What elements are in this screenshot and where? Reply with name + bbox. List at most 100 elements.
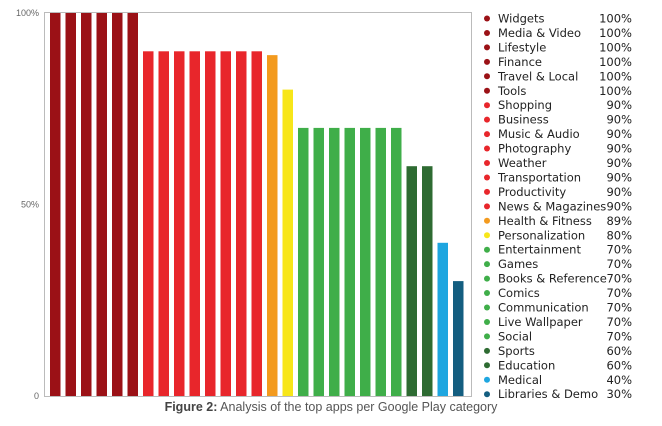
bar-21: [360, 127, 371, 397]
legend-label: News & Magazines: [498, 199, 606, 213]
legend-label: Finance: [498, 55, 542, 69]
legend-label: Sports: [498, 344, 535, 358]
legend-value: 90%: [606, 185, 632, 199]
legend-value: 90%: [606, 170, 632, 184]
legend-item: Live Wallpaper 70%: [484, 315, 632, 329]
legend-value: 90%: [606, 127, 632, 141]
legend-item: Education 60%: [484, 358, 632, 372]
legend-marker: [484, 203, 490, 210]
legend-value: 100%: [599, 26, 632, 40]
bar-20: [344, 127, 355, 397]
legend-marker: [484, 376, 490, 383]
legend-marker: [484, 275, 490, 282]
legend-item: News & Magazines 90%: [484, 199, 632, 213]
caption-text: Analysis of the top apps per Google Play…: [220, 400, 498, 414]
bar-2: [65, 13, 76, 396]
legend-marker: [484, 44, 490, 51]
legend-label: Widgets: [498, 12, 545, 26]
legend-marker: [484, 15, 490, 22]
bars: [50, 13, 464, 397]
legend-label: Communication: [498, 301, 589, 315]
bar-15: [267, 55, 278, 396]
y-tick-label: 0: [34, 391, 39, 401]
legend-item: Comics 70%: [484, 286, 632, 300]
bar-12: [220, 51, 231, 397]
legend-value: 100%: [599, 40, 632, 54]
legend-label: Personalization: [498, 228, 585, 242]
legend-label: Games: [498, 257, 538, 271]
legend-value: 70%: [606, 272, 632, 286]
legend-item: Business 90%: [484, 113, 632, 127]
legend-item: Photography 90%: [484, 142, 632, 156]
bar-10: [189, 51, 200, 397]
legend-item: Music & Audio 90%: [484, 127, 632, 141]
legend: Widgets 100% Media & Video 100% Lifestyle 100…: [484, 12, 632, 401]
legend-marker: [484, 188, 490, 195]
legend-value: 70%: [606, 315, 632, 329]
legend-marker: [484, 58, 490, 65]
legend-marker: [484, 261, 490, 268]
legend-label: Books & Reference: [498, 272, 607, 286]
legend-label: Transportation: [497, 170, 581, 184]
legend-value: 40%: [606, 373, 632, 387]
legend-item: Books & Reference 70%: [484, 272, 632, 286]
legend-value: 80%: [606, 228, 632, 242]
bar-3: [81, 13, 92, 396]
legend-item: Entertainment 70%: [484, 243, 632, 257]
legend-value: 30%: [606, 387, 632, 401]
bar-8: [158, 51, 169, 397]
bar-1: [50, 13, 61, 396]
legend-label: Travel & Local: [497, 69, 578, 83]
legend-label: Lifestyle: [498, 40, 546, 54]
legend-marker: [484, 29, 490, 36]
legend-marker: [484, 174, 490, 181]
bar-4: [96, 13, 107, 396]
legend-value: 70%: [606, 329, 632, 343]
legend-label: Business: [498, 113, 549, 127]
bar-9: [174, 51, 185, 397]
legend-label: Productivity: [498, 185, 566, 199]
legend-value: 60%: [606, 358, 632, 372]
legend-marker: [484, 347, 490, 354]
legend-label: Libraries & Demo: [498, 387, 598, 401]
legend-item: Transportation 90%: [484, 170, 632, 184]
legend-item: Communication 70%: [484, 301, 632, 315]
legend-marker: [484, 160, 490, 166]
legend-marker: [484, 145, 490, 152]
legend-label: Weather: [498, 156, 547, 170]
legend-item: Health & Fitness 89%: [484, 214, 632, 228]
legend-value: 70%: [606, 257, 632, 271]
legend-item: Weather 90%: [484, 156, 632, 170]
legend-item: Medical 40%: [484, 373, 632, 387]
legend-marker: [484, 217, 490, 224]
legend-label: Health & Fitness: [498, 214, 592, 228]
legend-label: Tools: [497, 84, 526, 98]
legend-item: Productivity 90%: [484, 185, 632, 199]
bar-16: [282, 89, 293, 396]
legend-marker: [484, 290, 490, 297]
legend-item: Personalization 80%: [484, 228, 632, 242]
caption-label: Figure 2:: [164, 400, 218, 414]
legend-label: Media & Video: [498, 26, 581, 40]
legend-value: 89%: [606, 214, 632, 228]
legend-label: Education: [498, 358, 555, 372]
legend-value: 70%: [606, 301, 632, 315]
legend-label: Entertainment: [498, 243, 581, 257]
legend-item: Lifestyle 100%: [484, 40, 632, 54]
bar-14: [251, 51, 262, 397]
bar-27: [453, 281, 464, 396]
legend-marker: [484, 246, 490, 253]
bar-7: [143, 51, 154, 397]
plot-frame: [44, 12, 472, 397]
legend-item: Travel & Local 100%: [484, 69, 632, 83]
legend-marker: [484, 333, 490, 340]
legend-item: Games 70%: [484, 257, 632, 271]
legend-value: 90%: [606, 113, 632, 127]
legend-value: 100%: [599, 69, 632, 83]
legend-marker: [484, 362, 490, 369]
y-tick-label: 100%: [16, 8, 39, 18]
legend-item: Sports 60%: [484, 344, 632, 358]
figure-caption: Figure 2: Analysis of the top apps per G…: [0, 400, 662, 414]
legend-item: Finance 100%: [484, 55, 632, 69]
